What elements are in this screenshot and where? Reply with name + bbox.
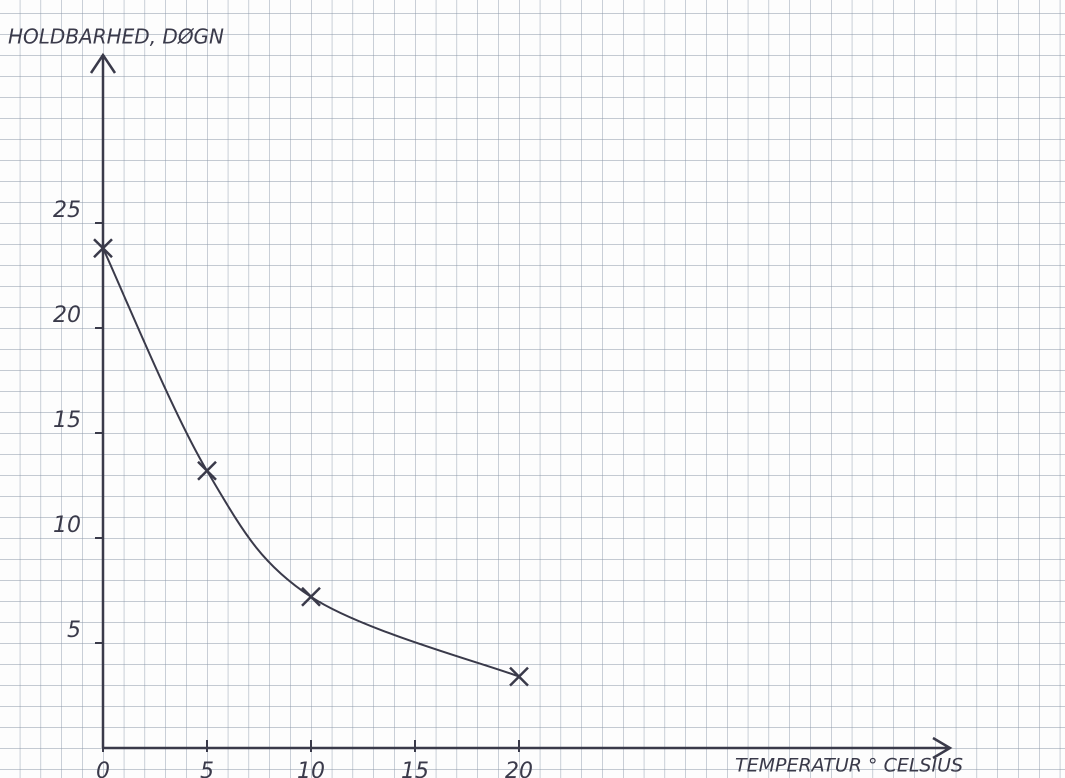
chart: HOLDBARHED, DØGN TEMPERATUR ° CELSIUS 5 1… bbox=[0, 0, 1065, 778]
y-tick-label: 15 bbox=[53, 408, 81, 433]
x-tick-label: 10 bbox=[297, 759, 325, 778]
x-tick-label: 15 bbox=[401, 759, 429, 778]
x-tick-label: 5 bbox=[200, 759, 214, 778]
y-tick-label: 20 bbox=[53, 303, 81, 328]
y-tick-label: 10 bbox=[53, 513, 81, 538]
graph-paper bbox=[0, 0, 1065, 778]
y-tick-label: 5 bbox=[67, 618, 81, 643]
y-axis-label: HOLDBARHED, DØGN bbox=[8, 25, 224, 49]
x-tick-label: 20 bbox=[505, 759, 533, 778]
x-tick-label: 0 bbox=[96, 759, 110, 778]
y-tick-label: 25 bbox=[53, 198, 81, 223]
x-axis-label: TEMPERATUR ° CELSIUS bbox=[735, 755, 963, 777]
